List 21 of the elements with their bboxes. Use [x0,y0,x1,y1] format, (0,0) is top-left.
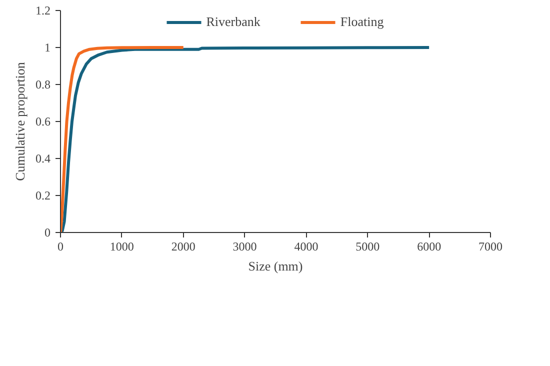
y-tick-label: 0.4 [36,152,50,166]
y-tick-label: 1 [44,40,50,54]
x-tick-label: 1000 [110,240,134,254]
x-tick-label: 6000 [417,240,442,254]
line-series [60,46,185,232]
x-tick-label: 3000 [232,240,257,254]
y-tick-label: 0.2 [36,188,50,202]
y-tick-label: 0.6 [36,114,50,128]
line-series [60,46,431,232]
legend-label: Riverbank [206,14,260,30]
y-axis-title: Cumulative proportion [12,62,28,181]
x-tick-label: 4000 [294,240,318,254]
x-tick-label: 7000 [478,240,502,254]
y-tick-label: 0.8 [36,78,50,92]
x-tick-label: 5000 [356,240,380,254]
x-axis-title: Size (mm) [248,258,303,274]
legend-label: Floating [340,14,384,30]
y-tick-label: 0 [44,226,50,240]
y-tick-label: 1.2 [36,4,50,18]
x-tick-label: 0 [58,240,64,254]
x-tick-label: 2000 [171,240,196,254]
